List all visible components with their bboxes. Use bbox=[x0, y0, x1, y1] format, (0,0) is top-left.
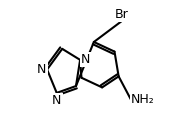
Text: Br: Br bbox=[114, 8, 128, 21]
Text: NH₂: NH₂ bbox=[131, 93, 155, 106]
Text: N: N bbox=[37, 63, 46, 76]
Text: N: N bbox=[52, 94, 61, 107]
Text: N: N bbox=[81, 53, 90, 66]
